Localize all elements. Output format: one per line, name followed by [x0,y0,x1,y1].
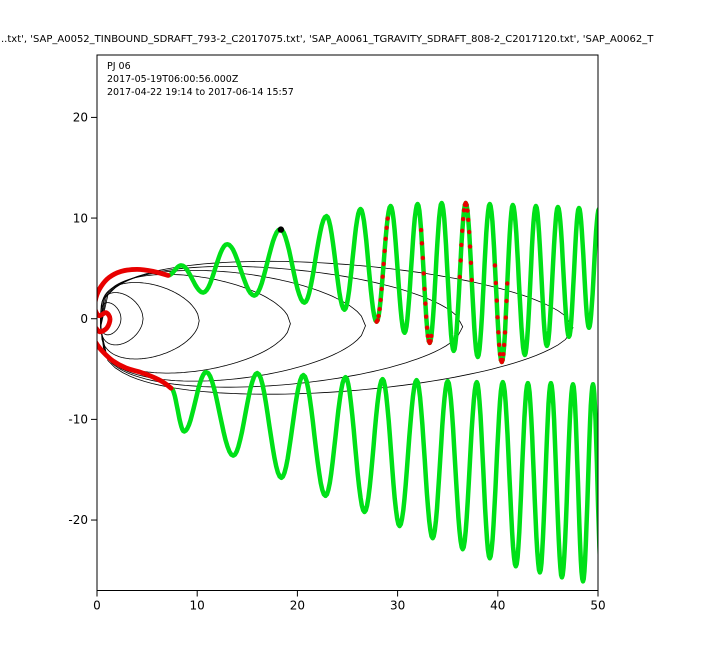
red-time-markers [502,330,508,335]
contour-line-6 [100,302,122,336]
red-time-markers [381,261,386,267]
red-time-markers [380,274,385,279]
red-time-markers [502,342,507,348]
red-time-markers [424,314,429,319]
red-time-markers [428,338,433,344]
red-time-markers [497,352,503,357]
red-time-markers [421,271,426,276]
plot-border [96,54,599,591]
x-axis-tick-label: 40 [490,599,505,613]
red-time-markers [500,357,505,363]
red-time-markers [467,229,472,235]
red-time-markers [422,286,427,292]
red-time-markers [501,352,506,357]
red-time-markers [468,260,474,265]
red-time-markers [465,208,470,213]
trajectory-north-branch [165,200,598,365]
red-time-markers [497,342,502,347]
red-time-markers [385,216,390,221]
red-time-markers [492,263,498,268]
x-axis-tick-label: 50 [590,599,605,613]
figure-title: ..txt', 'SAP_A0052_TINBOUND_SDRAFT_793-2… [1,34,654,45]
trajectory-south-branch [168,369,598,584]
red-time-markers [420,255,425,261]
red-time-markers [460,228,465,233]
red-time-markers [379,286,384,292]
red-time-markers [419,241,425,246]
red-time-markers [383,236,388,241]
apojove-dot [277,226,285,233]
red-time-markers [461,208,467,213]
red-time-markers [459,242,464,248]
x-axis-tick-label: 30 [390,599,405,613]
contour-line-4 [100,282,200,360]
red-time-markers [493,280,498,286]
red-time-markers [505,281,510,286]
y-axis-tick-label: 0 [80,312,88,326]
red-time-markers [425,333,431,339]
red-time-markers [464,202,469,208]
red-time-markers [377,306,382,312]
contour-line-0 [100,260,574,395]
red-time-markers [384,225,389,230]
contour-line-2 [100,270,366,382]
trajectory-layer [97,200,598,584]
red-time-markers [424,325,430,330]
contour-line-5 [100,292,144,346]
annotation-epoch: 2017-05-19T06:00:56.000Z [107,74,239,85]
red-time-markers [495,315,500,320]
red-time-markers [466,217,471,222]
x-axis-tick-label: 10 [190,599,205,613]
y-axis-tick-label: -20 [68,513,88,527]
red-time-markers [504,298,509,304]
x-axis-tick-label: 20 [290,599,305,613]
red-time-markers [503,315,508,320]
red-time-markers [496,330,501,335]
annotation-timerange: 2017-04-22 19:14 to 2017-06-14 15:57 [107,87,294,98]
red-time-markers [494,298,499,303]
axes-ticks-layer: 0 10 20 30 40 50 -20 -10 0 10 20 [68,111,605,613]
red-time-markers [429,333,434,339]
red-time-markers [376,313,381,319]
red-time-markers [382,248,387,254]
y-axis-tick-label: 20 [73,111,88,125]
red-time-markers [467,244,473,249]
red-time-markers [375,318,380,323]
x-axis-tick-label: 0 [93,599,101,613]
red-time-markers [457,274,462,280]
y-axis-tick-label: -10 [68,413,88,427]
contour-line-1 [100,266,464,388]
red-time-markers [469,277,474,283]
red-time-markers [423,301,428,306]
y-axis-tick-label: 10 [73,211,88,225]
perijove-segment [97,267,174,391]
red-time-markers [378,297,383,303]
red-time-markers [461,216,466,222]
annotation-perijove-label: PJ 06 [107,61,131,72]
red-time-markers [458,258,463,263]
red-time-markers [418,227,424,233]
